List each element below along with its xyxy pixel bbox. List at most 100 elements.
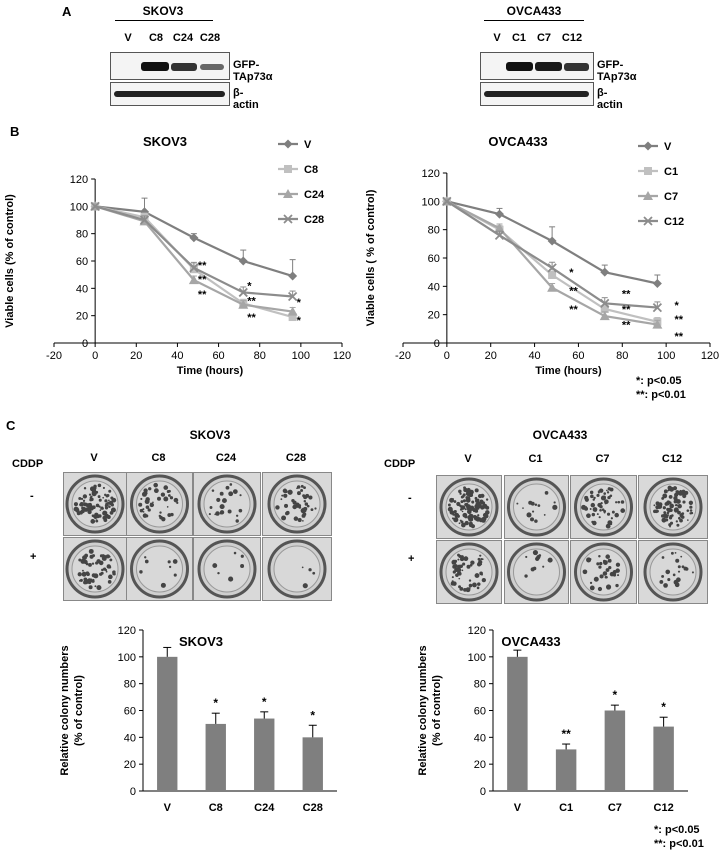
y-tick-label: 60 [76,256,88,268]
plate-column-label: C24 [215,452,237,464]
colony-dot [479,571,483,576]
colony-dot [98,505,101,508]
bar-c12 [653,726,674,791]
colony-dot [670,551,674,555]
colony-dot [281,494,284,497]
colony-dot [161,517,166,522]
lane-label: C8 [148,32,164,44]
colony-dot [216,497,221,502]
plate-image [574,477,633,537]
colony-dot [680,512,683,515]
colony-dot [617,574,620,577]
colony-dot [663,489,668,494]
significance-mark: ** [198,260,207,272]
colony-dot [302,494,306,498]
lane-label: C7 [536,32,552,44]
marker-x [600,298,610,308]
series-line-c8 [94,205,293,319]
cddp-condition-plus: + [30,551,37,563]
colony-dot [456,502,459,504]
y-axis-label: Relative colony numbers [59,645,71,775]
colony-dot [300,508,306,514]
colony-dot [464,520,469,526]
colony-dot [159,511,162,514]
colony-dot [449,497,455,503]
x-tick-label: C24 [254,802,275,814]
colony-dot [468,587,471,589]
significance-legend: *: p<0.05 **: p<0.01 [654,823,704,851]
y-axis-label: (% of control) [431,675,443,746]
x-tick-label: 20 [130,350,142,362]
colony-dot [466,504,472,510]
plate-image [267,539,327,599]
significance-single: *: p<0.05 [636,375,682,387]
colony-dot [516,502,519,505]
colony-dot [168,565,172,569]
colony-dot [552,504,558,510]
marker-square [644,167,652,175]
colony-dot [534,503,538,507]
colony-dot [596,513,599,516]
colony-dot [211,489,215,492]
colony-dot [453,509,457,514]
colony-plate [262,472,332,536]
viability-chart-ovca433: OVCA433 -20 0 20 40 60 80 100 120 0 20 40 60 80 100 120… [365,134,719,377]
colony-dot [225,485,230,490]
significance-mark: ** [622,304,631,316]
colony-dot [471,500,475,504]
colony-dot [598,516,601,519]
colony-dot [98,587,101,590]
colony-dot [614,512,619,518]
colony-dot [73,502,78,507]
y-tick-label: 120 [421,168,439,180]
colony-dot [170,512,174,517]
y-tick-label: 80 [124,679,136,691]
chart-title: OVCA433 [501,634,560,649]
colony-dot [599,574,604,579]
colony-plate [436,540,502,604]
colony-dot [81,569,84,572]
y-tick-label: 60 [428,253,440,265]
colony-dot [78,558,82,562]
colony-dot [148,487,152,491]
colony-dot [208,513,211,516]
colony-dot [677,565,681,569]
colony-dot [459,586,464,591]
cddp-condition-plus: + [408,553,415,565]
colony-dot [101,555,107,561]
colony-dot [94,585,97,588]
colony-dot [110,501,113,505]
plate-column-label: C8 [151,452,166,464]
x-tick-label: C1 [559,802,573,814]
colony-dot [584,497,589,502]
marker-triangle [547,282,558,292]
colony-dot [582,569,588,575]
band [200,64,224,70]
colony-dot [591,520,594,524]
colony-dot [139,570,143,574]
plate-inner [203,545,251,593]
colony-dot [476,586,480,590]
colony-dot [589,490,594,495]
colony-dot [75,508,80,513]
blot-actin-strip [480,82,594,106]
colony-dot [98,498,102,502]
colony-dot [160,582,166,588]
colony-dot [302,507,305,510]
bar-c28 [302,737,323,791]
colony-dot [592,498,595,501]
colony-dot [227,509,232,514]
colony-dot [466,487,471,493]
legend-label: C28 [304,214,324,226]
colony-dot [103,518,108,523]
viability-chart-skov3: SKOV3 -20 0 20 40 60 80 100 120 0 20 40 60 80 100 120 Ti… [4,134,351,377]
colony-dot [95,503,100,508]
bar-v [157,656,178,791]
plate-image [130,539,189,599]
plate-image [65,539,125,599]
colony-dot [275,505,280,510]
significance-mark: ** [622,288,631,300]
colony-dot [219,504,225,510]
marker-x [643,216,653,226]
colony-dot [283,493,286,496]
